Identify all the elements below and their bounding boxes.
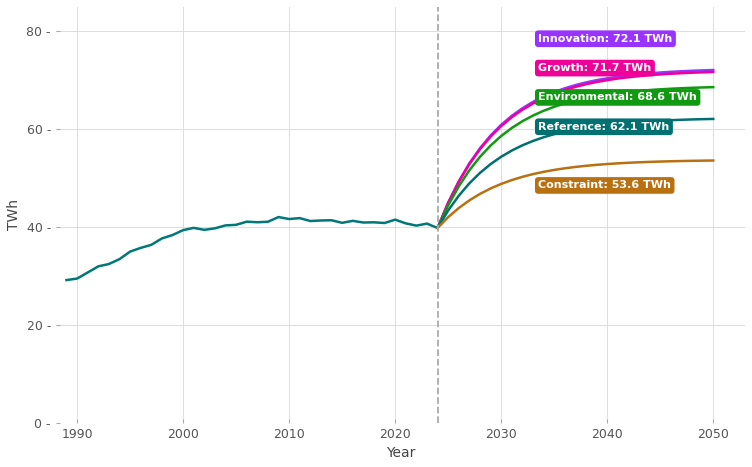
X-axis label: Year: Year xyxy=(386,446,415,460)
Text: Innovation: 72.1 TWh: Innovation: 72.1 TWh xyxy=(538,34,672,44)
Y-axis label: TWh: TWh xyxy=(7,199,21,230)
Text: Reference: 62.1 TWh: Reference: 62.1 TWh xyxy=(538,122,669,132)
Text: Constraint: 53.6 TWh: Constraint: 53.6 TWh xyxy=(538,180,672,191)
Text: Environmental: 68.6 TWh: Environmental: 68.6 TWh xyxy=(538,92,697,102)
Text: Growth: 71.7 TWh: Growth: 71.7 TWh xyxy=(538,63,651,73)
